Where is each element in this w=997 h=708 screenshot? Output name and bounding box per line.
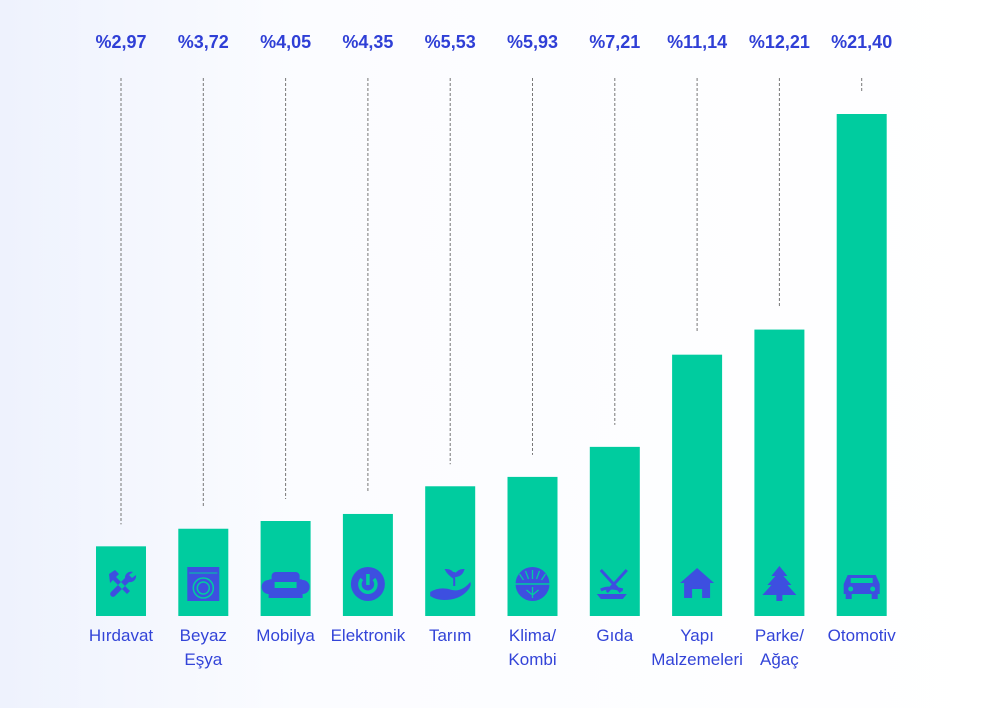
bar-group: %12,21 Parke/Ağaç (749, 32, 810, 669)
bar (260, 520, 311, 616)
house-icon (680, 568, 715, 598)
value-label: %5,53 (425, 32, 476, 52)
category-label: Kombi (508, 650, 556, 669)
category-label: Elektronik (331, 626, 406, 645)
category-label: Yapı (680, 626, 714, 645)
value-label: %5,93 (507, 32, 558, 52)
category-label: Gıda (596, 626, 633, 645)
value-label: %4,35 (342, 32, 393, 52)
washing-machine-icon (187, 567, 220, 601)
tree-icon (762, 566, 797, 601)
value-label: %3,72 (178, 32, 229, 52)
bar-group: %5,93 Klima/Kombi (507, 32, 558, 669)
bar-group: %7,21 Gıda (589, 32, 640, 645)
value-label: %11,14 (667, 32, 727, 52)
value-label: %2,97 (95, 32, 146, 52)
value-label: %12,21 (749, 32, 810, 52)
plant-hand-icon (430, 568, 471, 600)
category-label: Eşya (184, 650, 222, 669)
bar (589, 446, 640, 616)
sun-snow-icon (515, 567, 550, 601)
bar-group: %3,72 Beyaz Eşya (178, 32, 229, 669)
category-label: Hırdavat (89, 626, 154, 645)
bar-group: %2,97 Hırdavat (89, 32, 154, 645)
bar-group: %4,05 Mobilya (256, 32, 315, 645)
category-label: Otomotiv (828, 626, 897, 645)
bar-group: %11,14 Yapı Malzemeleri (651, 32, 743, 669)
value-label: %4,05 (260, 32, 311, 52)
armchair-icon (261, 572, 310, 598)
tools-icon (109, 570, 137, 597)
category-label: Malzemeleri (651, 650, 743, 669)
power-icon (350, 567, 385, 601)
car-icon (843, 575, 880, 599)
category-label: Ağaç (760, 650, 799, 669)
category-label: Mobilya (256, 626, 315, 645)
bar-group: %5,53 Tarım (425, 32, 476, 645)
category-label: Beyaz (180, 626, 227, 645)
bar (96, 546, 146, 616)
value-label: %7,21 (589, 32, 640, 52)
category-label: Tarım (429, 626, 472, 645)
category-label: Parke/ (755, 626, 804, 645)
food-icon (596, 568, 628, 599)
bar-group: %4,35 Elektronik (331, 32, 406, 645)
category-label: Klima/ (509, 626, 557, 645)
value-label: %21,40 (831, 32, 892, 52)
bar (836, 114, 887, 616)
bar-group: %21,40 Otomotiv (828, 32, 897, 645)
